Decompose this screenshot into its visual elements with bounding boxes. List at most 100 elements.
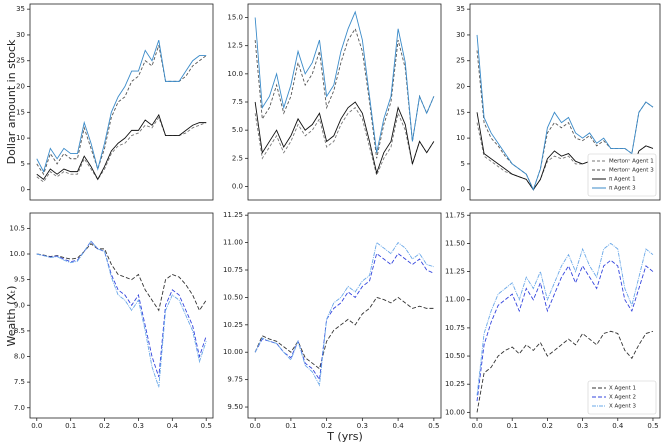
- x-tick-label: 0.2: [542, 422, 553, 430]
- y-tick-label: 15.0: [227, 14, 243, 22]
- y-tick-label: 10.00: [445, 408, 465, 416]
- y-tick-label: 20: [16, 83, 25, 91]
- series-line: [476, 50, 654, 191]
- y-tick-label: 9.50: [227, 403, 243, 411]
- series-line: [254, 10, 435, 153]
- y-tick-label: 10.5: [9, 224, 25, 232]
- y-tick-label: 7.0: [14, 404, 25, 412]
- x-tick-label: 0.3: [133, 422, 144, 430]
- y-tick-label: 10.25: [223, 321, 243, 329]
- y-tick-label: 10.75: [223, 266, 243, 274]
- x-tick-label: 0.1: [285, 422, 296, 430]
- y-tick-label: 10.50: [445, 352, 465, 360]
- y-tick-label: 10.0: [9, 250, 25, 258]
- y-tick-label: 9.0: [14, 301, 25, 309]
- series-line: [36, 243, 207, 312]
- y-tick-label: 12.5: [227, 42, 243, 50]
- y-tick-label: 5.0: [232, 126, 243, 134]
- y-tick-label: 11.50: [445, 239, 465, 247]
- series-line: [254, 106, 435, 177]
- y-tick-label: 0: [21, 186, 25, 194]
- y-tick-label: 2.5: [232, 154, 243, 162]
- y-tick-label: 8.5: [14, 327, 25, 335]
- series-line: [476, 122, 654, 191]
- y-tick-label: 25: [16, 57, 25, 65]
- series-line: [36, 240, 207, 378]
- y-tick-label: 10.75: [445, 324, 465, 332]
- y-tick-label: 11.75: [445, 211, 465, 219]
- y-tick-label: 10.00: [223, 348, 243, 356]
- plot-frame: [29, 3, 214, 201]
- y-tick-label: 10: [456, 134, 465, 142]
- x-tick-label: 0.3: [357, 422, 368, 430]
- y-axis-label: Wealth (Xₜ): [5, 286, 18, 347]
- x-tick-label: 0.0: [31, 422, 42, 430]
- y-tick-label: 30: [456, 31, 465, 39]
- legend-label: Mertonᶜ Agent 3: [609, 168, 654, 174]
- y-tick-label: 0: [461, 186, 465, 194]
- x-tick-label: 0.2: [99, 422, 110, 430]
- plot-frame: [247, 212, 442, 419]
- x-tick-label: 0.5: [647, 422, 658, 430]
- y-tick-label: 7.5: [232, 98, 243, 106]
- y-tick-label: 11.25: [223, 211, 243, 219]
- series-line: [476, 330, 654, 413]
- x-tick-label: 0.5: [201, 422, 212, 430]
- y-tick-label: 10.50: [223, 293, 243, 301]
- legend-label: π Agent 3: [609, 186, 636, 192]
- series-line: [36, 116, 207, 183]
- y-tick-label: 10.25: [445, 380, 465, 388]
- x-tick-label: 0.4: [167, 422, 179, 430]
- y-tick-label: 8.0: [14, 353, 25, 361]
- series-line: [254, 101, 435, 175]
- y-tick-label: 7.5: [14, 378, 25, 386]
- series-line: [36, 240, 207, 388]
- x-tick-label: 0.2: [321, 422, 332, 430]
- series-line: [476, 34, 654, 191]
- legend-box: [587, 153, 657, 197]
- y-tick-label: 11.25: [445, 268, 465, 276]
- y-tick-label: 5: [461, 160, 465, 168]
- x-tick-label: 0.4: [612, 422, 624, 430]
- x-tick-label: 0.3: [577, 422, 588, 430]
- y-tick-label: 35: [16, 5, 25, 13]
- plot-frame: [469, 212, 661, 419]
- y-tick-label: 10.0: [227, 70, 243, 78]
- x-tick-label: 0.1: [65, 422, 76, 430]
- y-tick-label: 11.00: [223, 239, 243, 247]
- series-line: [36, 39, 207, 173]
- x-tick-label: 0.4: [393, 422, 405, 430]
- x-tick-label: 0.0: [471, 422, 482, 430]
- y-tick-label: 15: [456, 108, 465, 116]
- y-tick-label: 25: [456, 57, 465, 65]
- x-tick-label: 0.5: [428, 422, 439, 430]
- y-tick-label: 9.5: [14, 276, 25, 284]
- series-line: [254, 296, 434, 370]
- legend-label: π Agent 1: [609, 177, 636, 183]
- series-line: [254, 241, 434, 387]
- y-tick-label: 9.75: [227, 376, 243, 384]
- series-line: [476, 259, 654, 402]
- y-tick-label: 10: [16, 134, 25, 142]
- series-line: [254, 27, 435, 159]
- series-line: [254, 252, 435, 381]
- plot-frame: [469, 3, 661, 201]
- x-axis-label: T (yrs): [326, 430, 363, 443]
- series-line: [36, 113, 207, 181]
- y-tick-label: 15: [16, 108, 25, 116]
- x-tick-label: 0.0: [250, 422, 261, 430]
- plot-frame: [29, 212, 214, 419]
- legend-label: X Agent 2: [609, 395, 636, 401]
- y-tick-label: 5: [21, 160, 25, 168]
- legend-label: Mertonᶜ Agent 1: [609, 159, 654, 165]
- x-tick-label: 0.1: [507, 422, 518, 430]
- y-tick-label: 11.00: [445, 296, 465, 304]
- y-tick-label: 30: [16, 31, 25, 39]
- series-line: [476, 242, 654, 396]
- y-axis-label: Dollar amount in stock: [5, 39, 18, 164]
- plot-frame: [247, 3, 442, 201]
- legend-label: X Agent 1: [609, 386, 636, 392]
- y-tick-label: 35: [456, 5, 465, 13]
- series-line: [36, 45, 207, 176]
